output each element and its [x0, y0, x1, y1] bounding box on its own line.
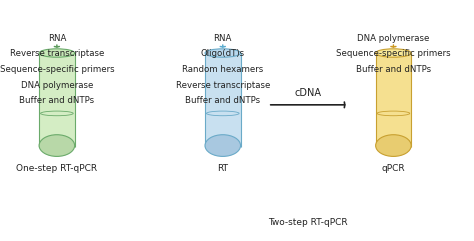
Polygon shape	[205, 53, 240, 147]
Text: Buffer and dNTPs: Buffer and dNTPs	[356, 65, 431, 74]
Ellipse shape	[40, 111, 73, 116]
FancyBboxPatch shape	[375, 53, 411, 143]
Ellipse shape	[205, 49, 240, 57]
Ellipse shape	[206, 111, 239, 116]
Text: One-step RT-qPCR: One-step RT-qPCR	[16, 164, 98, 173]
Text: Oligo(dT)s: Oligo(dT)s	[201, 49, 245, 58]
Text: Buffer and dNTPs: Buffer and dNTPs	[19, 96, 94, 105]
Text: Buffer and dNTPs: Buffer and dNTPs	[185, 96, 260, 105]
Ellipse shape	[205, 135, 240, 156]
Text: Two-step RT-qPCR: Two-step RT-qPCR	[268, 218, 348, 227]
FancyBboxPatch shape	[205, 53, 240, 143]
Text: Reverse transcriptase: Reverse transcriptase	[9, 49, 104, 58]
Ellipse shape	[375, 135, 411, 156]
Text: RNA: RNA	[214, 34, 232, 43]
Polygon shape	[39, 53, 75, 147]
Ellipse shape	[39, 49, 75, 57]
Text: Sequence-specific primers: Sequence-specific primers	[0, 65, 114, 74]
FancyBboxPatch shape	[39, 53, 74, 143]
Polygon shape	[375, 53, 411, 147]
Ellipse shape	[377, 111, 410, 116]
Text: RT: RT	[217, 164, 228, 173]
Text: Sequence-specific primers: Sequence-specific primers	[336, 49, 451, 58]
Text: qPCR: qPCR	[382, 164, 405, 173]
Ellipse shape	[39, 135, 75, 156]
Text: DNA polymerase: DNA polymerase	[21, 81, 93, 90]
Text: RNA: RNA	[48, 34, 66, 43]
Text: DNA polymerase: DNA polymerase	[357, 34, 429, 43]
Text: Random hexamers: Random hexamers	[182, 65, 264, 74]
Text: cDNA: cDNA	[295, 88, 321, 98]
Text: Reverse transcriptase: Reverse transcriptase	[175, 81, 270, 90]
Ellipse shape	[375, 49, 411, 57]
